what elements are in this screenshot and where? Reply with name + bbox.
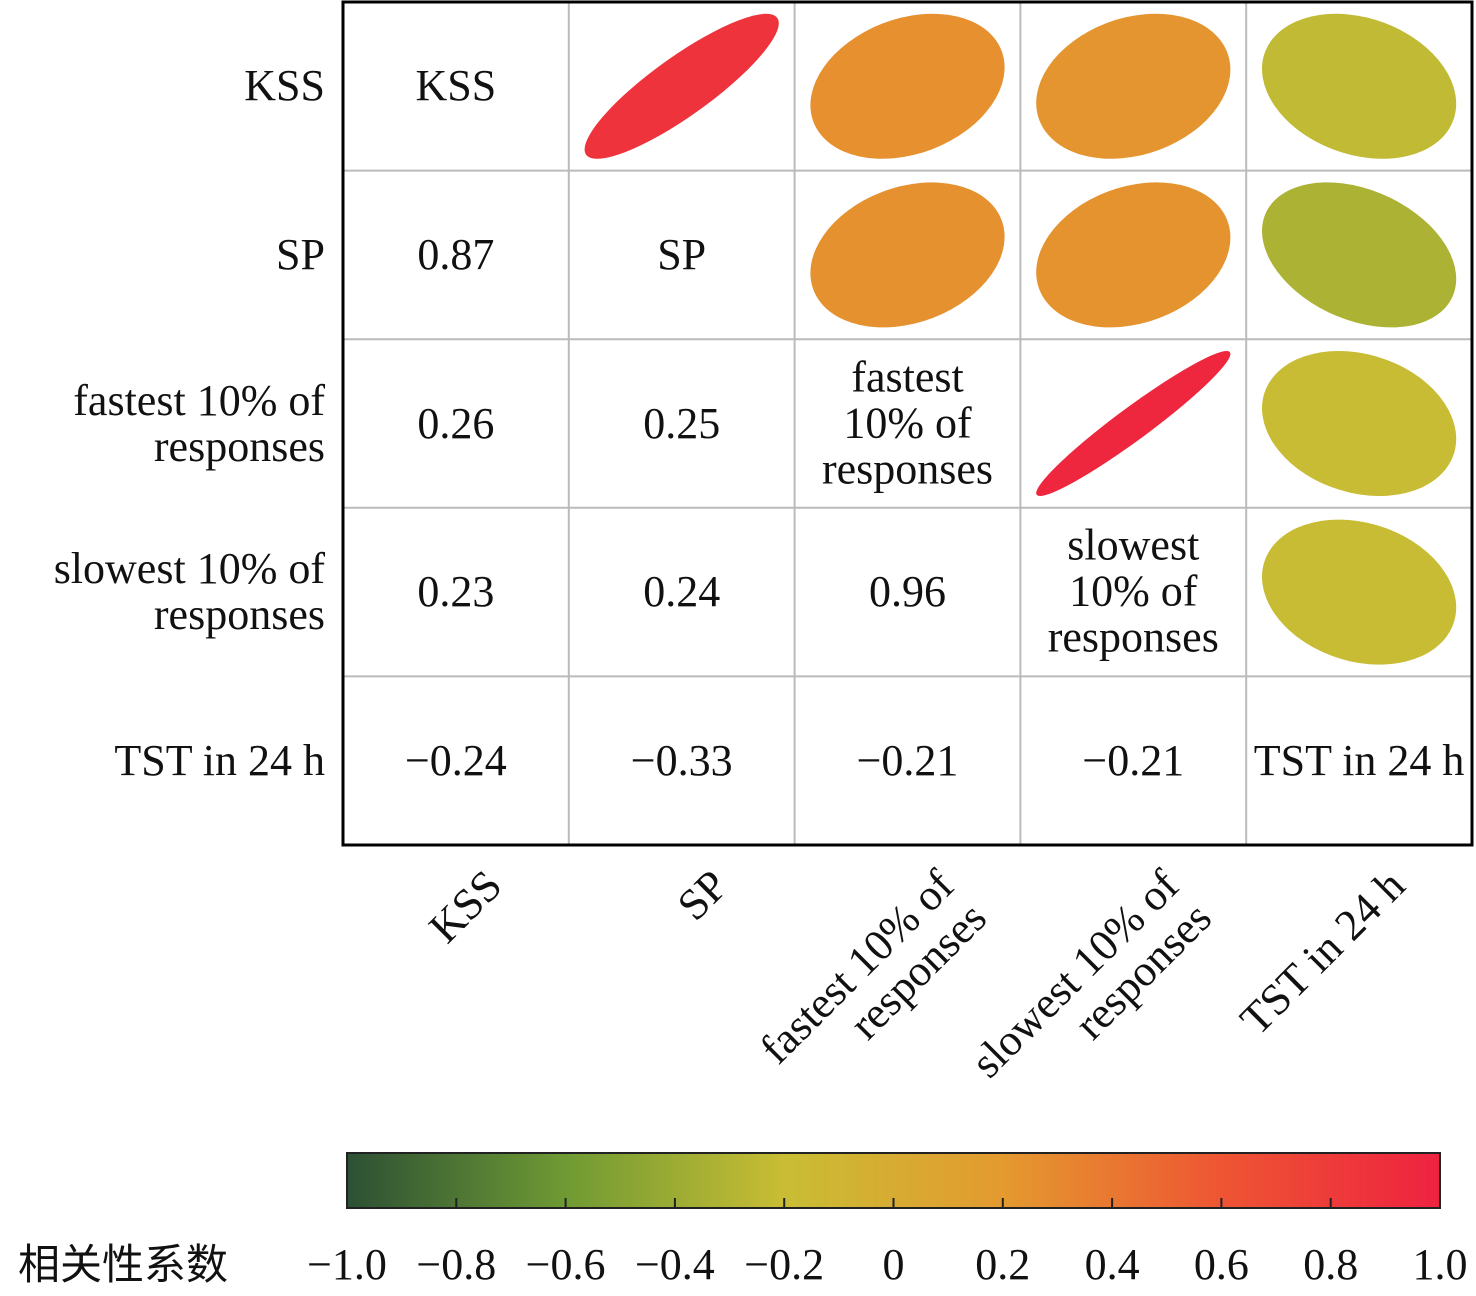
- correlation-value: 0.26: [417, 398, 495, 448]
- ellipse-group: [584, 13, 779, 159]
- diagonal-label: TST in 24 h: [1253, 735, 1465, 785]
- ellipse-group: [810, 13, 1005, 159]
- colorbar-tick-label: 0.8: [1303, 1239, 1359, 1289]
- correlation-value: −0.33: [630, 735, 733, 785]
- correlation-value: −0.21: [856, 735, 959, 785]
- ellipse-group: [1262, 13, 1457, 159]
- diagonal-label: SP: [657, 229, 707, 279]
- correlation-value: 0.25: [643, 398, 721, 448]
- correlation-ellipse: [1262, 519, 1457, 665]
- colorbar-tick-label: −0.6: [525, 1239, 606, 1289]
- correlation-value: −0.21: [1082, 735, 1185, 785]
- colorbar-tick-label: 0.4: [1084, 1239, 1140, 1289]
- ellipse-group: [1262, 519, 1457, 665]
- ellipse-group: [1262, 182, 1457, 328]
- matrix-border: [341, 0, 1474, 847]
- colorbar-title: 相关性系数: [18, 1239, 229, 1289]
- correlation-ellipse: [1262, 351, 1457, 496]
- ellipse-group: [1262, 351, 1457, 496]
- correlation-ellipse: [1262, 13, 1457, 159]
- correlation-value: 0.23: [417, 567, 495, 616]
- ellipse-group: [1036, 351, 1231, 496]
- correlation-value: 0.24: [643, 567, 721, 616]
- diagonal-label: fastest 10% of responses: [821, 352, 994, 494]
- colorbar-tick-label: −0.4: [634, 1239, 715, 1289]
- colorbar-tick-label: 0.2: [975, 1239, 1031, 1289]
- diagonal-label: slowest 10% of responses: [1047, 520, 1219, 663]
- row-label: fastest 10% of responses: [73, 375, 325, 471]
- colorbar-tick-label: −1.0: [307, 1239, 387, 1289]
- correlation-ellipse: [810, 182, 1005, 328]
- correlation-ellipse: [1036, 13, 1231, 159]
- correlation-value: 0.87: [417, 229, 495, 279]
- colorbar-tick-label: −0.2: [744, 1239, 825, 1289]
- colorbar-tick-label: −0.8: [416, 1239, 497, 1289]
- diagonal-label: KSS: [415, 61, 497, 111]
- row-label: slowest 10% of responses: [53, 543, 325, 640]
- colorbar-tick-label: 1.0: [1412, 1239, 1468, 1289]
- correlation-value: 0.96: [869, 567, 946, 616]
- row-label: SP: [276, 229, 325, 279]
- correlation-ellipse: [1036, 351, 1231, 496]
- correlation-ellipse: [584, 13, 779, 159]
- correlation-ellipse: [810, 13, 1005, 159]
- ellipse-group: [810, 182, 1005, 328]
- ellipse-group: [1036, 182, 1231, 328]
- colorbar-tick-label: 0: [882, 1239, 905, 1289]
- correlation-ellipse: [1262, 182, 1457, 328]
- colorbar-tick-label: 0.6: [1193, 1239, 1249, 1289]
- correlation-ellipse: [1036, 182, 1231, 328]
- row-label: TST in 24 h: [114, 735, 325, 785]
- ellipse-group: [1036, 13, 1231, 159]
- correlation-value: −0.24: [404, 735, 507, 785]
- row-label: KSS: [244, 61, 325, 111]
